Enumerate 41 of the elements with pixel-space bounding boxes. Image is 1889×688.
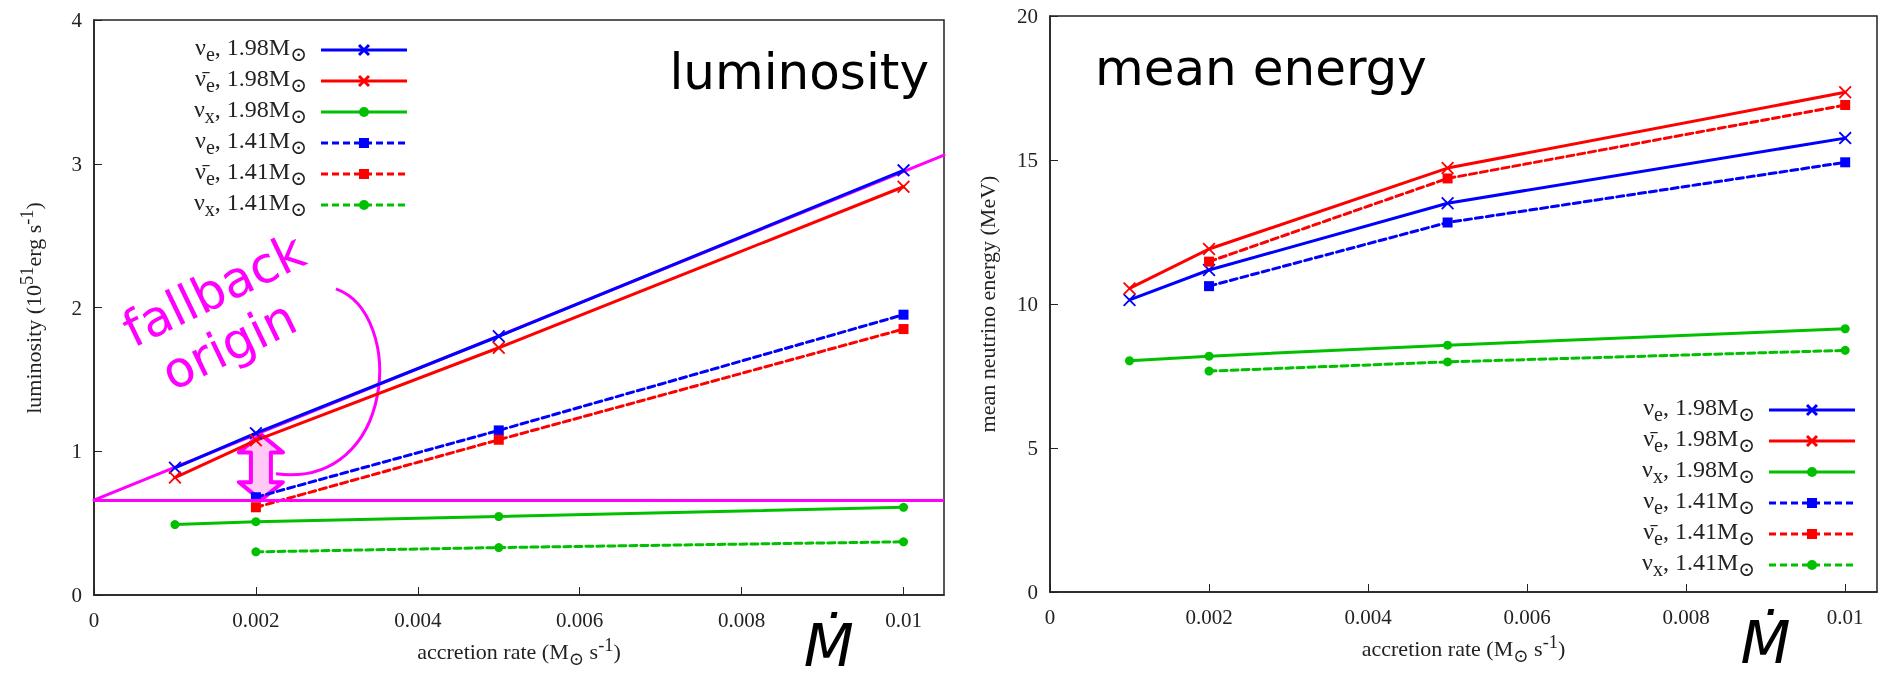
- legend-label: ν̄$_{e}$, 1.98M$_{⊙}$: [195, 64, 307, 97]
- legend-label: ν$_{x}$, 1.41M$_{⊙}$: [194, 188, 307, 221]
- y-axis-title: mean neutrino energy (MeV): [975, 175, 1001, 433]
- y-tick-label: 20: [1017, 4, 1038, 28]
- legend-label: ν$_{x}$, 1.41M$_{⊙}$: [1642, 548, 1755, 581]
- y-tick-label: 1: [71, 439, 82, 464]
- x-tick-label: 0.01: [885, 607, 922, 632]
- x-tick-label: 0.008: [1662, 604, 1710, 629]
- legend-label: ν$_{x}$, 1.98M$_{⊙}$: [194, 95, 307, 128]
- x-tick-label: 0: [1044, 604, 1056, 629]
- legend-label: ν̄$_{e}$, 1.41M$_{⊙}$: [1643, 517, 1755, 550]
- x-tick-label: 0.008: [717, 607, 766, 632]
- legend-label: ν$_{e}$, 1.98M$_{⊙}$: [195, 33, 307, 66]
- legend-label: ν$_{e}$, 1.41M$_{⊙}$: [195, 126, 307, 159]
- x-tick-label: 0.002: [1185, 604, 1233, 629]
- x-tick-label: 0.006: [1503, 604, 1551, 629]
- text: Ṁ: [803, 612, 854, 680]
- x-tick-label: 0.004: [1344, 604, 1393, 629]
- x-tick-label: 0.01: [1826, 604, 1864, 629]
- legend-label: ν̄$_{e}$, 1.41M$_{⊙}$: [195, 157, 307, 190]
- y-tick-label: 0: [1027, 580, 1038, 604]
- x-tick-label: 0.002: [232, 607, 280, 632]
- x-tick-label: 0.006: [556, 607, 604, 632]
- x-axis-title: accretion rate (M$_{⊙}$ s$^{-1}$): [1361, 632, 1566, 667]
- legend-label: ν$_{e}$, 1.98M$_{⊙}$: [1643, 393, 1755, 426]
- text: Ṁ: [1740, 609, 1791, 677]
- legend-label: ν$_{e}$, 1.41M$_{⊙}$: [1643, 486, 1755, 519]
- text: mean energy: [1095, 39, 1427, 97]
- y-tick-label: 10: [1017, 292, 1038, 316]
- y-tick-label: 15: [1017, 148, 1038, 172]
- y-tick-label: 0: [71, 583, 82, 607]
- text: luminosity: [669, 43, 930, 101]
- y-tick-label: 3: [71, 151, 82, 176]
- y-tick-label: 4: [71, 8, 83, 32]
- y-tick-label: 2: [71, 295, 82, 320]
- x-axis-title: accretion rate (M$_{⊙}$ s$^{-1}$): [417, 635, 621, 670]
- x-tick-label: 0.004: [394, 607, 442, 632]
- legend-label: ν̄$_{e}$, 1.98M$_{⊙}$: [1643, 424, 1755, 457]
- y-tick-label: 5: [1027, 436, 1038, 460]
- x-tick-label: 0: [88, 607, 100, 632]
- legend-label: ν$_{x}$, 1.98M$_{⊙}$: [1642, 455, 1755, 488]
